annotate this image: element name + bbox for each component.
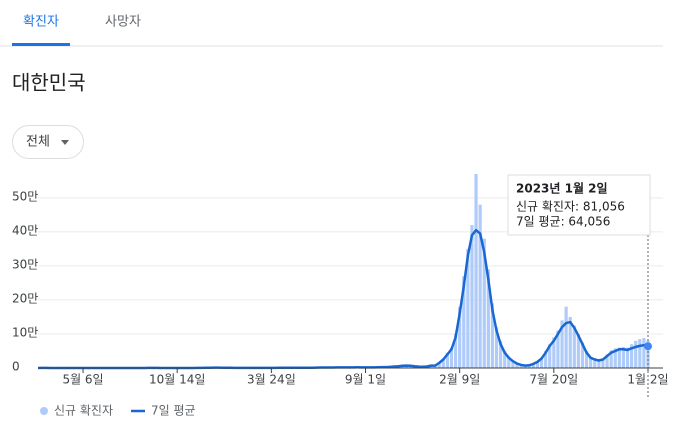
- y-tick-label: 30만: [12, 257, 38, 271]
- x-tick-label: 2월 9일: [439, 373, 480, 387]
- bar: [565, 307, 568, 368]
- tooltip-row: 7일 평균: 64,056: [516, 215, 610, 229]
- x-tick-label: 5월 6일: [62, 373, 103, 387]
- y-tick-label: 10만: [12, 325, 38, 339]
- y-tick-label: 40만: [12, 223, 38, 237]
- bar: [479, 205, 482, 368]
- tooltip-row: 신규 확진자: 81,056: [516, 200, 625, 214]
- y-tick-label: 20만: [12, 291, 38, 305]
- tab[interactable]: 확진자: [23, 15, 59, 30]
- y-tick-label: 0: [12, 360, 20, 374]
- tab-underline: [12, 43, 70, 46]
- heading: 대한민국: [12, 71, 86, 95]
- legend-label: 7일 평균: [151, 404, 196, 418]
- tooltip-title: 2023년 1월 2일: [516, 181, 608, 196]
- x-tick-label: 9월 1일: [345, 373, 386, 387]
- legend-label: 신규 확진자: [54, 404, 113, 418]
- bar: [642, 338, 645, 368]
- x-tick-label: 3월 24일: [247, 373, 296, 387]
- legend-swatch: [40, 407, 48, 415]
- tab[interactable]: 사망자: [105, 15, 141, 30]
- x-tick-label: 7월 20일: [529, 373, 578, 387]
- bar: [474, 174, 477, 368]
- hover-dot: [644, 342, 652, 350]
- y-tick-label: 50만: [12, 189, 38, 203]
- filter-label: 전체: [26, 135, 50, 150]
- bar: [638, 339, 641, 368]
- x-tick-label: 10월 14일: [149, 373, 205, 387]
- bar: [634, 341, 637, 368]
